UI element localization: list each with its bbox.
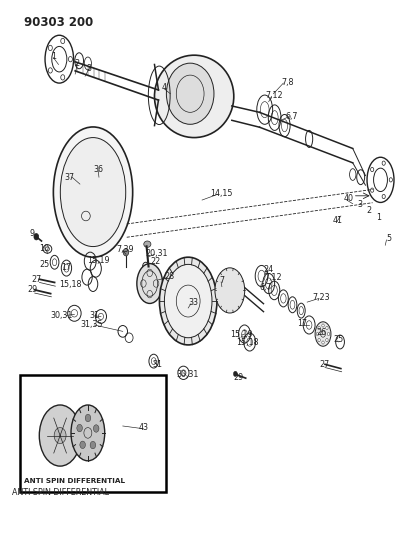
Circle shape xyxy=(61,38,65,44)
Circle shape xyxy=(371,188,374,192)
Text: 15,19: 15,19 xyxy=(230,329,253,338)
Text: 17: 17 xyxy=(62,263,72,272)
Text: 7: 7 xyxy=(220,276,224,285)
Circle shape xyxy=(318,338,320,342)
Ellipse shape xyxy=(164,264,212,338)
Circle shape xyxy=(90,441,96,449)
Circle shape xyxy=(85,414,91,422)
Bar xyxy=(20,375,166,492)
Text: 9: 9 xyxy=(30,229,35,238)
Text: 25: 25 xyxy=(334,335,344,344)
Circle shape xyxy=(371,167,374,172)
Ellipse shape xyxy=(60,138,126,247)
Circle shape xyxy=(48,68,52,73)
Text: 29: 29 xyxy=(233,373,244,382)
Text: 30,31: 30,31 xyxy=(50,311,72,320)
Circle shape xyxy=(382,161,385,165)
Text: 31: 31 xyxy=(89,311,99,320)
Ellipse shape xyxy=(215,268,245,313)
Ellipse shape xyxy=(160,257,217,345)
Circle shape xyxy=(61,75,65,80)
Text: 33: 33 xyxy=(188,298,198,307)
Text: 17: 17 xyxy=(297,319,307,328)
Circle shape xyxy=(80,441,85,449)
Text: 2: 2 xyxy=(366,206,371,215)
Text: ANTI SPIN DIFFERENTIAL: ANTI SPIN DIFFERENTIAL xyxy=(12,488,109,497)
Circle shape xyxy=(326,338,328,342)
Ellipse shape xyxy=(154,55,234,138)
Ellipse shape xyxy=(315,322,331,346)
Circle shape xyxy=(94,425,99,432)
Text: 30,31: 30,31 xyxy=(176,370,198,379)
Ellipse shape xyxy=(53,127,133,257)
Text: 40: 40 xyxy=(344,195,354,204)
Text: 29: 29 xyxy=(27,285,38,294)
Circle shape xyxy=(54,427,66,443)
Text: 7,12: 7,12 xyxy=(265,91,283,100)
Text: 37: 37 xyxy=(64,173,74,182)
Text: 27: 27 xyxy=(31,274,41,284)
Circle shape xyxy=(322,324,324,327)
Ellipse shape xyxy=(39,405,81,466)
Text: 2: 2 xyxy=(75,59,80,68)
Text: 24: 24 xyxy=(264,265,274,273)
Circle shape xyxy=(318,326,320,329)
Text: 90303 200: 90303 200 xyxy=(23,15,93,29)
Circle shape xyxy=(68,56,72,62)
Text: 36: 36 xyxy=(93,165,103,174)
Text: 10: 10 xyxy=(39,245,49,254)
Text: 6,7: 6,7 xyxy=(259,283,272,292)
Circle shape xyxy=(316,333,319,336)
Text: 7,8: 7,8 xyxy=(281,77,294,86)
Text: 15,18: 15,18 xyxy=(237,338,259,347)
Circle shape xyxy=(233,371,237,376)
Text: 15,19: 15,19 xyxy=(87,256,110,264)
Text: 15,18: 15,18 xyxy=(59,280,82,289)
Ellipse shape xyxy=(144,241,151,247)
Text: 7,12: 7,12 xyxy=(264,273,282,282)
Text: 3: 3 xyxy=(87,64,92,72)
Text: 14,15: 14,15 xyxy=(211,189,233,198)
Text: 1: 1 xyxy=(376,213,381,222)
Circle shape xyxy=(48,45,52,51)
Text: 22: 22 xyxy=(150,257,160,266)
Ellipse shape xyxy=(166,63,214,124)
Text: 31: 31 xyxy=(153,360,163,369)
Text: 20,31: 20,31 xyxy=(145,249,168,258)
Circle shape xyxy=(77,424,82,432)
Circle shape xyxy=(326,326,328,329)
Text: 28: 28 xyxy=(164,272,175,281)
Text: 7,39: 7,39 xyxy=(116,245,134,254)
Circle shape xyxy=(382,195,385,199)
Text: 6,7: 6,7 xyxy=(285,111,298,120)
Circle shape xyxy=(34,233,39,240)
Circle shape xyxy=(327,333,330,336)
Text: 31,35: 31,35 xyxy=(81,320,103,329)
Text: 7,23: 7,23 xyxy=(312,293,330,302)
Text: ANTI SPIN DIFFERENTIAL: ANTI SPIN DIFFERENTIAL xyxy=(24,478,126,484)
Text: 3: 3 xyxy=(357,200,362,209)
Text: 25: 25 xyxy=(39,260,49,269)
Text: 1: 1 xyxy=(51,52,56,61)
Text: 27: 27 xyxy=(320,360,330,369)
Ellipse shape xyxy=(71,405,105,461)
Text: 41: 41 xyxy=(333,216,343,225)
Circle shape xyxy=(389,177,392,182)
Circle shape xyxy=(322,341,324,344)
Text: 4: 4 xyxy=(162,83,167,92)
Circle shape xyxy=(123,248,129,256)
Text: 5: 5 xyxy=(386,235,391,244)
Text: 43: 43 xyxy=(139,423,148,432)
Text: 26: 26 xyxy=(316,328,326,337)
Ellipse shape xyxy=(137,264,163,303)
